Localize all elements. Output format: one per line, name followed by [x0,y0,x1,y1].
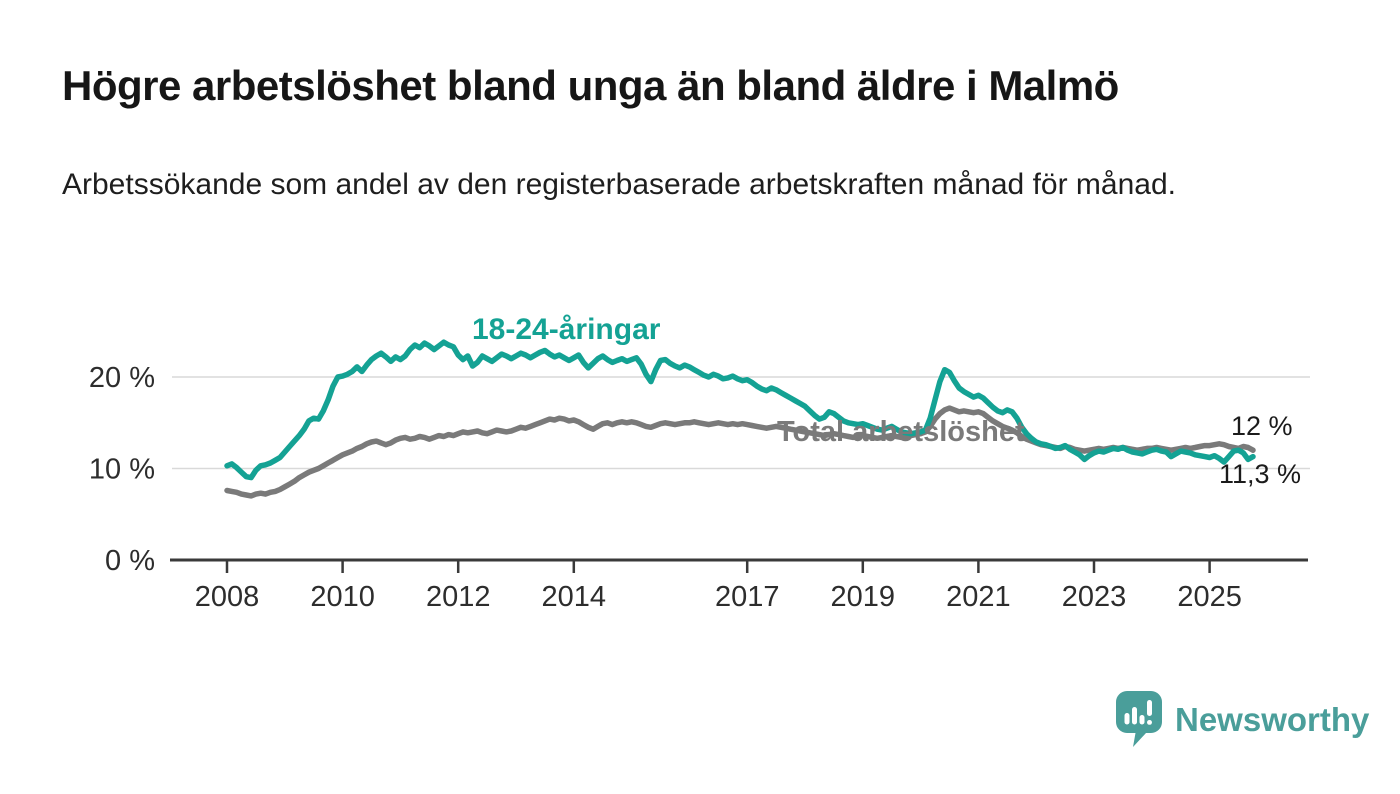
series-label-total: Total arbetslöshet [777,416,1025,448]
x-axis-label: 2021 [946,581,1011,613]
x-axis-label: 2014 [542,581,607,613]
x-axis-label: 2025 [1177,581,1242,613]
youth-line [224,339,1256,481]
x-axis-label: 2012 [426,581,491,613]
newsworthy-bar-chart-icon [1116,691,1162,747]
y-axis-label: 0 % [105,545,155,577]
newsworthy-logo: Newsworthy [1116,691,1369,748]
y-axis-label: 20 % [89,362,155,394]
series-label-youth: 18-24-åringar [472,313,661,346]
newsworthy-logo-text: Newsworthy [1175,700,1370,738]
chart-subtitle: Arbetssökande som andel av den registerb… [62,168,1176,201]
end-value-label-total: 12 % [1231,411,1293,441]
x-axis-label: 2010 [310,581,375,613]
x-axis-label: 2017 [715,581,780,613]
x-axis-label: 2008 [195,581,260,613]
end-value-label-youth: 11,3 % [1219,459,1302,489]
x-axis-label: 2019 [831,581,896,613]
x-axis-label: 2023 [1062,581,1127,613]
page-title: Högre arbetslöshet bland unga än bland ä… [62,62,1119,109]
total-line [224,405,1256,499]
y-axis-label: 10 % [89,454,155,486]
